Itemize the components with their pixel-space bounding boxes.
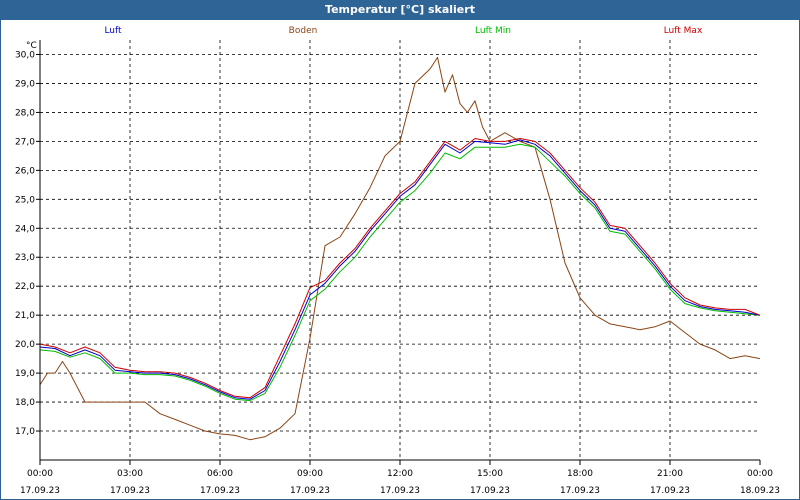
y-tick-label: 21,0: [15, 311, 35, 321]
y-tick-label: 28,0: [15, 108, 35, 118]
series-line-luft-min: [39, 143, 761, 402]
series-lines: [39, 56, 761, 441]
series-line-boden: [39, 56, 761, 441]
x-tick-time: 00:00: [747, 469, 773, 479]
x-tick-date: 17.09.23: [470, 486, 510, 496]
legend-item-luft-max: Luft Max: [664, 26, 703, 36]
x-tick-date: 17.09.23: [650, 486, 690, 496]
x-tick-time: 18:00: [567, 469, 593, 479]
x-tick-date: 17.09.23: [200, 486, 240, 496]
y-tick-label: 17,0: [15, 427, 35, 437]
x-tick-date: 18.09.23: [740, 486, 780, 496]
x-tick-time: 21:00: [657, 469, 683, 479]
legend-item-boden: Boden: [289, 26, 318, 36]
y-tick-label: 20,0: [15, 340, 35, 350]
x-tick-time: 15:00: [477, 469, 503, 479]
chart-title: Temperatur [°C] skaliert: [0, 0, 800, 20]
axes: °C: [26, 40, 760, 461]
y-tick-label: 22,0: [15, 282, 35, 292]
y-tick-label: 23,0: [15, 253, 35, 263]
y-ticks: 17,0 18,0 19,0 20,0 21,0 22,0 23,0 24,0 25,0 26,0…: [15, 50, 40, 437]
legend-item-luft: Luft: [104, 26, 122, 36]
x-ticks: 00:00 17.09.23 03:00 17.09.23 06:00 17.09.23 0…: [20, 460, 780, 496]
legend-item-luft-min: Luft Min: [475, 26, 511, 36]
y-tick-label: 26,0: [15, 166, 35, 176]
x-tick-date: 17.09.23: [380, 486, 420, 496]
x-tick-time: 00:00: [27, 469, 53, 479]
series-line-luft: [39, 139, 761, 400]
x-tick-time: 09:00: [297, 469, 323, 479]
x-tick-date: 17.09.23: [560, 486, 600, 496]
x-tick-date: 17.09.23: [20, 486, 60, 496]
x-tick-time: 06:00: [207, 469, 233, 479]
x-tick-time: 03:00: [117, 469, 143, 479]
x-tick-date: 17.09.23: [110, 486, 150, 496]
y-tick-label: 19,0: [15, 369, 35, 379]
y-axis-unit: °C: [26, 41, 37, 51]
y-tick-label: 25,0: [15, 195, 35, 205]
x-tick-time: 12:00: [387, 469, 413, 479]
y-tick-label: 18,0: [15, 398, 35, 408]
y-tick-label: 29,0: [15, 79, 35, 89]
legend: Luft Boden Luft Min Luft Max: [104, 26, 703, 36]
x-tick-date: 17.09.23: [290, 486, 330, 496]
grid: [40, 40, 760, 460]
y-tick-label: 24,0: [15, 224, 35, 234]
y-tick-label: 30,0: [15, 50, 35, 60]
y-tick-label: 27,0: [15, 137, 35, 147]
series-line-luft-max: [39, 138, 761, 399]
